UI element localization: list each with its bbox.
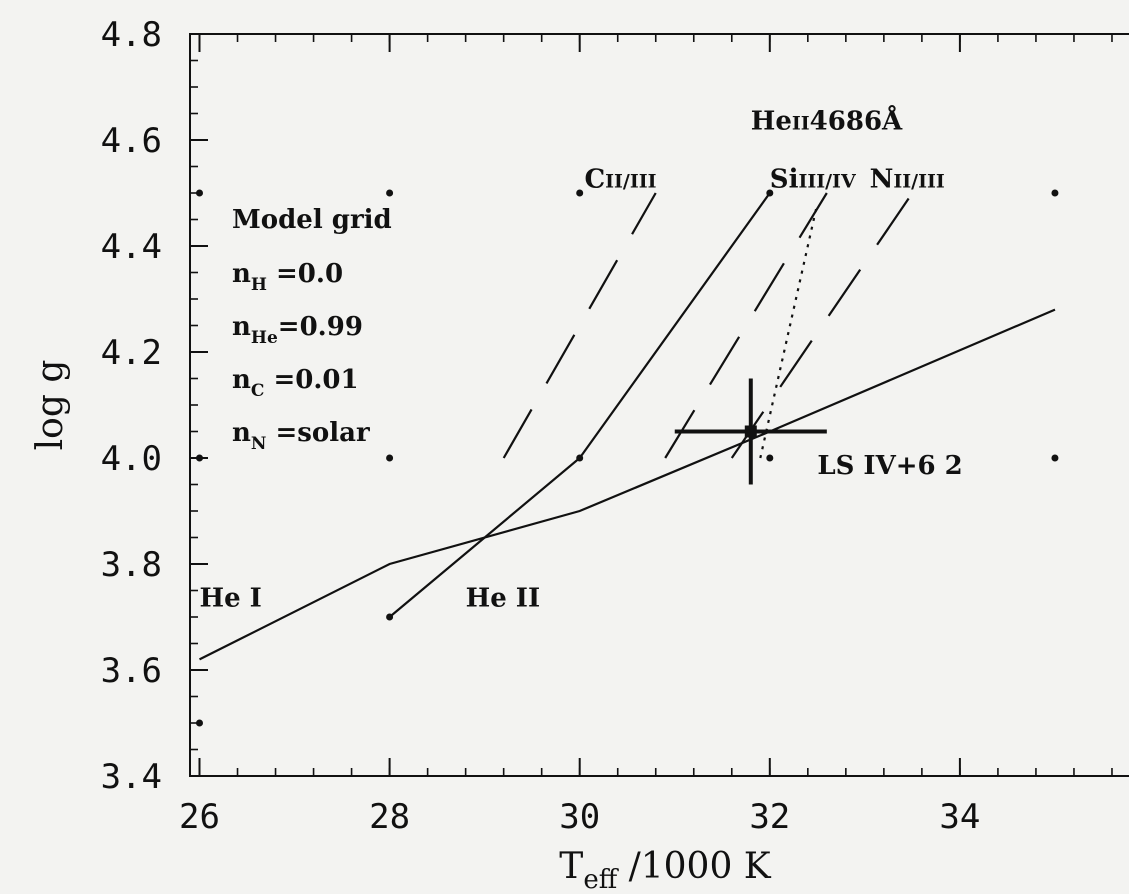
legend-row-h-sub: H [251, 275, 267, 295]
series-line-siiii-iv [664, 192, 828, 459]
annotation-si-main: Si [770, 165, 799, 195]
x-tick-label: 26 [179, 797, 220, 837]
y-tick-label: 3.6 [101, 651, 162, 691]
series-line-he-ii [388, 192, 771, 618]
legend-row-h-main: n [232, 259, 251, 289]
legend-row-n-main: n [232, 418, 251, 448]
x-axis-label-main: T [559, 846, 583, 887]
annotation-si-small: III/IV [798, 171, 856, 193]
model-grid-point [766, 189, 774, 197]
annotation-heii-rest: 4686Å [810, 105, 903, 136]
model-grid-point [386, 189, 394, 197]
model-grid-point [386, 613, 394, 621]
annotation-star: LS IV+6 2 [817, 451, 962, 481]
annotation-c-small: II/III [605, 171, 656, 193]
model-grid-legend: Model grid nH =0.0 nHe=0.99 nC =0.01 nN … [232, 205, 392, 454]
legend-row-c-sub: C [251, 381, 265, 401]
legend-row-he-sub: He [251, 328, 278, 348]
y-axis: 3.4 3.6 3.8 4.0 4.2 4.4 4.6 4.8 [101, 15, 208, 797]
annotation-heii-main: He [751, 106, 792, 136]
x-axis-label-sub: eff [583, 865, 619, 894]
model-grid-points [196, 189, 1059, 727]
x-axis: 26 28 30 32 34 [179, 34, 980, 837]
model-grid-point [196, 719, 204, 727]
annotation-c-main: C [584, 165, 605, 195]
legend-row-c-value: =0.01 [264, 365, 358, 395]
y-tick-label: 4.6 [101, 121, 162, 161]
model-grid-point [766, 454, 774, 462]
annotation-heii-small: II [792, 112, 810, 134]
legend-row-n-sub: N [251, 434, 267, 454]
annotation-heii: HeII4686Å [751, 105, 903, 136]
legend-row-c-main: n [232, 365, 251, 395]
y-tick-label: 4.2 [101, 333, 162, 373]
y-axis-label: log g [30, 360, 71, 451]
legend-row-h-value: =0.0 [267, 259, 343, 289]
x-axis-label-rest: /1000 K [617, 846, 772, 887]
series-line-heii4686- [759, 203, 819, 459]
legend-title: Model grid [232, 205, 392, 235]
y-tick-label: 3.4 [101, 757, 162, 797]
legend-row-n: nN =solar [232, 418, 370, 454]
model-grid-point [576, 189, 584, 197]
model-grid-point [386, 454, 394, 462]
annotation-n-small: II/III [893, 171, 944, 193]
model-grid-point [1051, 454, 1059, 462]
x-tick-label: 32 [749, 797, 790, 837]
plot-frame [189, 33, 1129, 777]
y-tick-label: 4.0 [101, 439, 162, 479]
legend-row-he: nHe=0.99 [232, 312, 363, 348]
series-line-nii-iii [730, 192, 914, 459]
minor-ticks [190, 33, 1113, 777]
annotation-n: NII/III [870, 165, 945, 195]
series-line-cii-iii [502, 192, 657, 459]
x-axis-label: Teff /1000 K [559, 846, 772, 894]
legend-row-c: nC =0.01 [232, 365, 359, 401]
annotation-n-main: N [870, 165, 894, 195]
annotation-he1: He I [200, 583, 262, 613]
model-grid-point [196, 189, 204, 197]
y-tick-label: 4.8 [101, 15, 162, 55]
x-tick-label: 28 [369, 797, 410, 837]
y-tick-label: 4.4 [101, 227, 162, 267]
annotation-c: CII/III [584, 165, 656, 195]
star-marker [674, 378, 827, 485]
legend-row-he-main: n [232, 312, 251, 342]
legend-row-he-value: =0.99 [278, 312, 363, 342]
x-tick-label: 30 [559, 797, 600, 837]
model-grid-point [196, 454, 204, 462]
annotation-si: SiIII/IV [770, 165, 857, 195]
star-point [744, 425, 757, 438]
series-line-he-i [199, 308, 1056, 661]
y-tick-label: 3.8 [101, 545, 162, 585]
model-grid-point [1051, 189, 1059, 197]
annotation-he2: He II [466, 583, 540, 613]
legend-row-h: nH =0.0 [232, 259, 343, 295]
model-grid-point [576, 454, 584, 462]
x-tick-label: 34 [939, 797, 980, 837]
legend-row-n-value: =solar [266, 418, 370, 448]
